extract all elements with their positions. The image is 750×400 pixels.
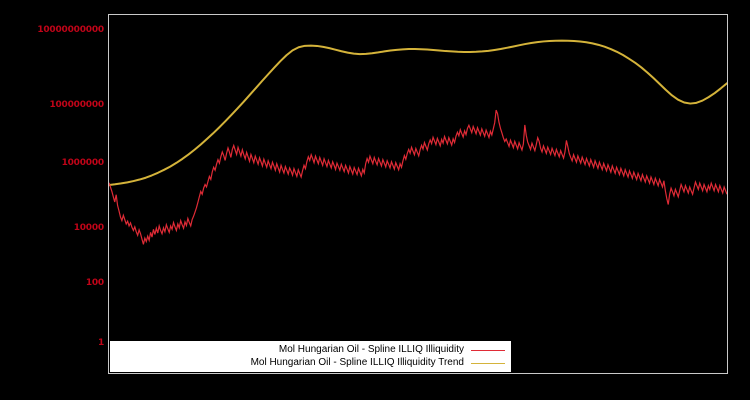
y-tick-label: 100 <box>85 278 104 288</box>
legend-entry-illiquidity-trend: Mol Hungarian Oil - Spline ILLIQ Illiqui… <box>251 357 505 369</box>
y-tick-label: 1 <box>97 338 104 348</box>
legend-label-illiquidity-trend: Mol Hungarian Oil - Spline ILLIQ Illiqui… <box>250 357 464 368</box>
series-canvas <box>109 39 727 245</box>
plot-area <box>108 14 728 374</box>
legend-swatch-illiquidity-trend <box>471 362 505 364</box>
series-line-illiquidity <box>109 109 727 245</box>
y-tick-label: 100000000 <box>49 100 104 110</box>
legend-label-illiquidity: Mol Hungarian Oil - Spline ILLIQ Illiqui… <box>278 344 464 355</box>
y-tick-label: 1000000 <box>61 158 105 168</box>
y-tick-label: 10000 <box>73 223 105 233</box>
legend-entry-illiquidity: Mol Hungarian Oil - Spline ILLIQ Illiqui… <box>279 344 505 356</box>
series-line-illiquidity-trend <box>109 39 727 186</box>
y-tick-label: 10000000000 <box>37 25 104 35</box>
legend-swatch-illiquidity <box>471 349 505 351</box>
y-axis-tick-labels: 10000000000 100000000 1000000 10000 100 1 <box>0 0 104 400</box>
chart-legend: Mol Hungarian Oil - Spline ILLIQ Illiqui… <box>110 341 511 372</box>
